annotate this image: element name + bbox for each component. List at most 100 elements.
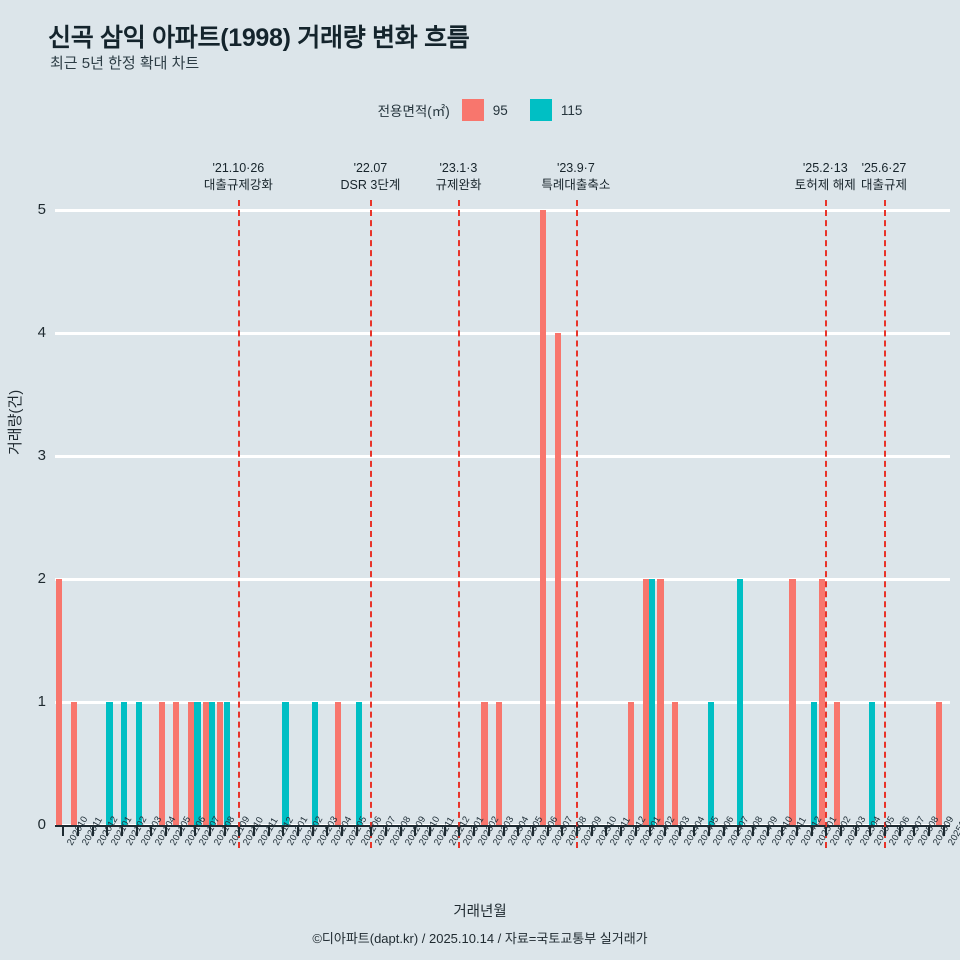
bar[interactable] <box>540 210 547 825</box>
plot-area <box>55 208 950 827</box>
bar[interactable] <box>642 579 649 825</box>
event-annotation: '25.2·13 토허제 해제 <box>755 160 895 194</box>
x-tick <box>399 827 402 836</box>
bar[interactable] <box>202 702 209 825</box>
bar[interactable] <box>194 702 201 825</box>
gridline <box>55 331 950 335</box>
event-label: 토허제 해제 <box>794 178 856 192</box>
event-date: '25.6·27 <box>861 161 907 175</box>
x-tick <box>854 827 857 836</box>
y-tick-label: 5 <box>37 201 46 218</box>
y-tick-label: 3 <box>37 447 46 464</box>
chart-subtitle: 최근 5년 한정 확대 차트 <box>50 55 200 72</box>
bar[interactable] <box>869 702 876 825</box>
bar[interactable] <box>135 702 142 825</box>
x-tick <box>869 827 872 836</box>
event-date: '22.07 <box>353 161 388 175</box>
event-annotation: '23.9·7 특례대출축소 <box>506 160 646 194</box>
bar[interactable] <box>311 702 318 825</box>
bar[interactable] <box>158 702 165 825</box>
legend-swatch-95[interactable] <box>461 99 484 121</box>
x-tick <box>898 827 901 836</box>
x-tick <box>297 827 300 836</box>
event-annotation: '21.10·26 대출규제강화 <box>168 160 308 194</box>
legend-swatch-115[interactable] <box>529 99 552 121</box>
x-axis-line <box>55 825 950 827</box>
x-tick <box>737 827 740 836</box>
x-tick <box>473 827 476 836</box>
x-tick <box>517 827 520 836</box>
bar[interactable] <box>173 702 180 825</box>
bar[interactable] <box>187 702 195 825</box>
x-tick <box>649 827 652 836</box>
event-date: '21.10·26 <box>212 161 265 175</box>
bar[interactable] <box>707 702 715 825</box>
x-tick <box>810 827 813 836</box>
x-tick <box>179 827 182 836</box>
x-tick <box>121 827 124 836</box>
x-tick <box>825 827 828 836</box>
gridline <box>55 208 950 212</box>
x-tick <box>355 827 358 836</box>
bar[interactable] <box>818 579 825 825</box>
bar[interactable] <box>70 702 77 825</box>
x-tick <box>942 827 945 836</box>
bar[interactable] <box>810 702 817 825</box>
y-tick-label: 0 <box>37 816 46 833</box>
x-tick <box>165 827 168 836</box>
x-tick <box>766 827 769 836</box>
y-tick-label: 2 <box>37 570 46 587</box>
bar[interactable] <box>789 579 796 825</box>
event-vline <box>238 200 241 848</box>
x-tick <box>883 827 886 836</box>
bar[interactable] <box>282 702 289 825</box>
bar[interactable] <box>936 702 943 825</box>
x-tick <box>619 827 622 836</box>
bar[interactable] <box>481 702 488 825</box>
bar[interactable] <box>496 702 503 825</box>
x-tick <box>209 827 212 836</box>
x-tick <box>678 827 681 836</box>
x-tick <box>693 827 696 836</box>
bar[interactable] <box>217 702 224 825</box>
bar[interactable] <box>334 702 341 825</box>
bar[interactable] <box>737 579 744 825</box>
legend: 전용면적(㎡) 95 115 <box>0 99 960 121</box>
event-vline <box>883 200 886 848</box>
bar[interactable] <box>833 702 840 825</box>
x-tick <box>194 827 197 836</box>
bar[interactable] <box>209 702 216 825</box>
x-tick <box>326 827 329 836</box>
bar[interactable] <box>628 702 635 825</box>
x-tick <box>77 827 79 836</box>
bar[interactable] <box>355 702 362 825</box>
bar[interactable] <box>649 579 656 825</box>
y-axis-title: 거래량(건) <box>7 389 24 455</box>
y-tick-label: 4 <box>37 324 46 341</box>
event-annotation: '22.07 DSR 3단계 <box>300 160 440 194</box>
x-tick <box>590 827 593 836</box>
legend-label-95: 95 <box>492 102 508 118</box>
x-tick <box>311 827 314 836</box>
event-label: 특례대출축소 <box>541 178 611 192</box>
x-tick <box>282 827 285 836</box>
event-vline <box>458 200 461 848</box>
x-tick <box>795 827 798 836</box>
chart-title: 신곡 삼익 아파트(1998) 거래량 변화 흐름 <box>48 24 470 52</box>
event-label: 대출규제강화 <box>203 178 273 192</box>
x-tick <box>707 827 710 836</box>
event-date: '23.1·3 <box>439 161 478 175</box>
bar[interactable] <box>106 702 113 825</box>
bar[interactable] <box>554 333 561 825</box>
bar[interactable] <box>223 702 230 825</box>
bar[interactable] <box>121 702 128 825</box>
event-label: DSR 3단계 <box>340 178 401 192</box>
x-tick <box>385 827 388 836</box>
bar[interactable] <box>672 702 679 825</box>
bar[interactable] <box>657 579 664 825</box>
x-tick <box>253 827 256 836</box>
x-tick <box>634 827 637 836</box>
bar[interactable] <box>55 579 63 825</box>
event-annotation: '25.6·27 대출규제 <box>814 160 954 194</box>
